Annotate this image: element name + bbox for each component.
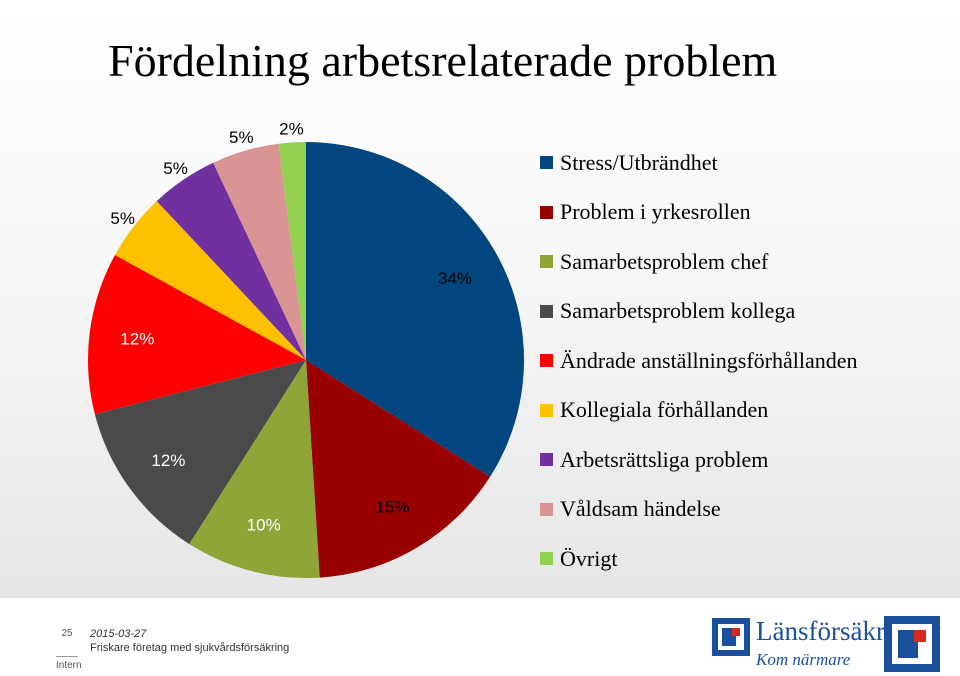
- legend-item-7: Arbetsrättsliga problem: [540, 435, 858, 485]
- legend-label: Samarbetsproblem kollega: [560, 298, 796, 324]
- legend-swatch: [540, 156, 553, 170]
- legend-item-6: Kollegiala förhållanden: [540, 386, 858, 436]
- pie-slice-3: [189, 360, 320, 578]
- slice-label-5: 12%: [120, 330, 154, 349]
- slice-label-6: 5%: [110, 209, 135, 228]
- logo-mark-icon: [712, 618, 750, 656]
- slice-label-9: 2%: [279, 120, 304, 139]
- pie-slice-9: [278, 142, 306, 360]
- legend-label: Kollegiala förhållanden: [560, 397, 769, 423]
- legend-swatch: [540, 205, 553, 219]
- pie-slice-6: [114, 201, 306, 360]
- legend-label: Problem i yrkesrollen: [560, 199, 751, 225]
- slice-label-7: 5%: [163, 159, 188, 178]
- legend-swatch: [540, 552, 553, 566]
- pie-chart: 34% 15% 10% 12% 12% 5% 5% 5% 2%: [88, 120, 524, 578]
- pie-slice-4: [94, 360, 306, 545]
- legend-label: Stress/Utbrändhet: [560, 149, 718, 175]
- pie-slice-5: [88, 254, 306, 415]
- legend-swatch: [540, 304, 553, 318]
- legend-label: Övrigt: [560, 545, 618, 571]
- slice-label-3: 10%: [247, 516, 281, 535]
- legend-item-4: Samarbetsproblem kollega: [540, 287, 858, 337]
- legend-swatch: [540, 502, 553, 516]
- page-number: 25: [61, 628, 73, 639]
- legend-item-1: Stress/Utbrändhet: [540, 138, 858, 188]
- slice-label-4: 12%: [151, 451, 185, 470]
- logo-emblem-icon: [884, 616, 940, 672]
- classification-label: Intern: [56, 660, 82, 671]
- chart-title: Fördelning arbetsrelaterade problem: [108, 35, 778, 86]
- legend-swatch: [540, 403, 553, 417]
- legend-swatch: [540, 354, 553, 368]
- legend-label: Samarbetsproblem chef: [560, 248, 769, 274]
- company-logo: Länsförsäkringar Kom närmare: [712, 614, 942, 672]
- legend-label: Arbetsrättsliga problem: [560, 446, 769, 472]
- pie-slice-8: [213, 143, 306, 360]
- legend-swatch: [540, 255, 553, 269]
- pie-slice-2: [306, 360, 491, 578]
- slide-footer: [0, 598, 960, 676]
- page-number-divider: [56, 656, 78, 657]
- slice-label-8: 5%: [229, 128, 254, 147]
- legend-item-5: Ändrade anställningsförhållanden: [540, 336, 858, 386]
- legend-item-8: Våldsam händelse: [540, 485, 858, 535]
- legend-swatch: [540, 453, 553, 467]
- legend-item-3: Samarbetsproblem chef: [540, 237, 858, 287]
- slice-label-1: 34%: [438, 269, 472, 288]
- legend-label: Ändrade anställningsförhållanden: [560, 347, 858, 373]
- pie-slice-1: [306, 142, 524, 477]
- chart-legend: Stress/Utbrändhet Problem i yrkesrollen Sa…: [540, 138, 858, 584]
- legend-item-2: Problem i yrkesrollen: [540, 188, 858, 238]
- legend-label: Våldsam händelse: [560, 496, 721, 522]
- footer-date: 2015-03-27: [90, 628, 147, 640]
- footer-organization: Friskare företag med sjukvårdsförsäkring: [90, 642, 290, 654]
- slice-label-2: 15%: [376, 497, 410, 516]
- logo-tagline: Kom närmare: [756, 650, 851, 669]
- pie-slice-7: [156, 162, 306, 360]
- legend-item-9: Övrigt: [540, 534, 858, 584]
